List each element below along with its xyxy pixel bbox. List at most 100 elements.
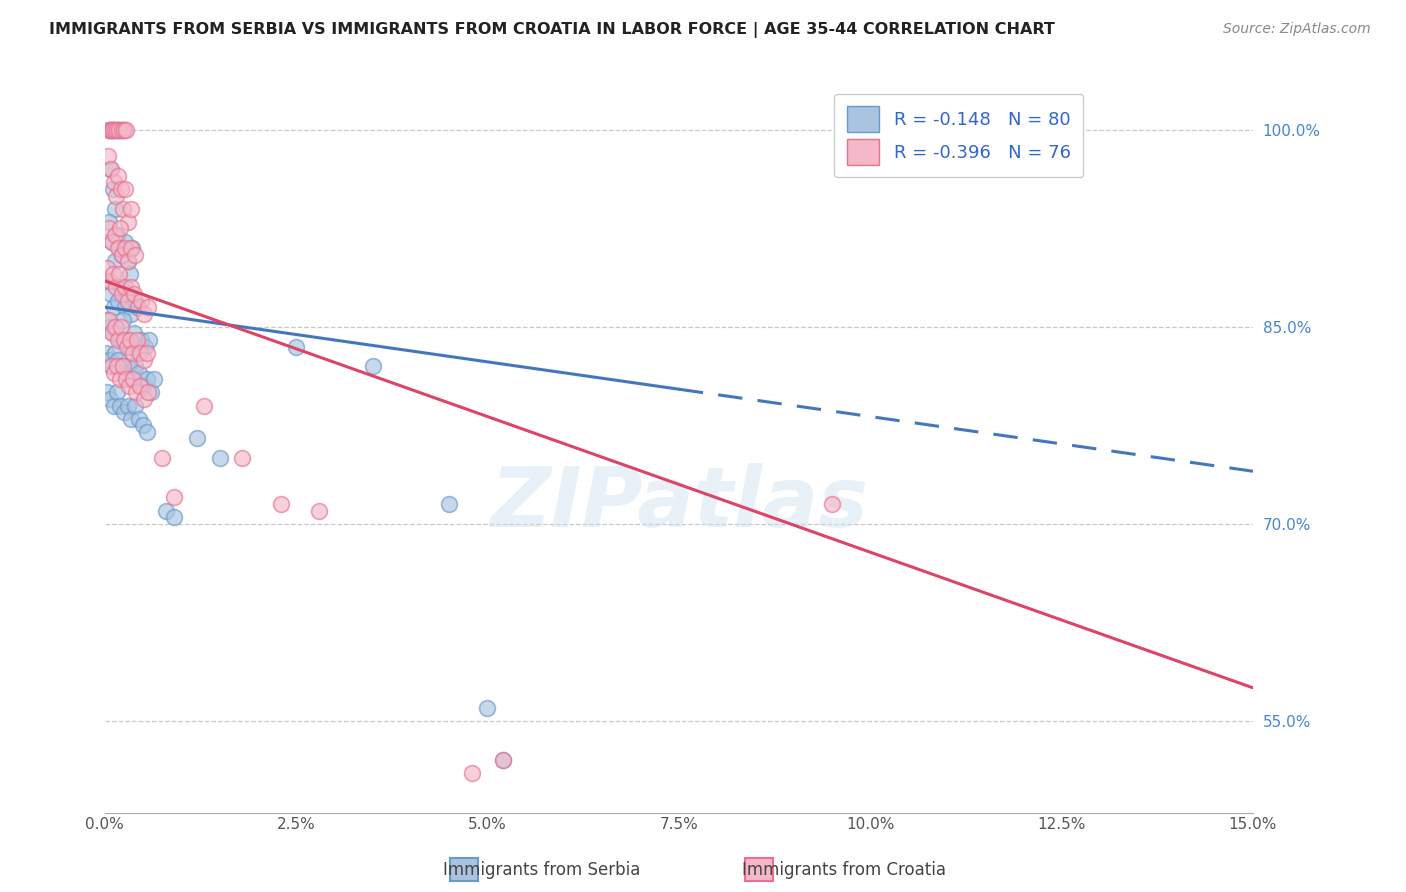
Point (118, 379, 141, 393)
Point (122, 372, 145, 386)
Point (121, 241, 143, 255)
Point (98, 392, 121, 406)
Point (121, 372, 143, 386)
Point (122, 326, 145, 341)
Point (105, 359, 128, 374)
Point (105, 123, 128, 137)
Point (112, 313, 135, 327)
Point (492, 753, 515, 767)
Point (128, 411, 150, 425)
Point (96, 346, 118, 360)
Point (115, 287, 138, 301)
Point (112, 359, 135, 374)
Point (477, 700, 499, 714)
Point (105, 123, 128, 137)
Point (108, 241, 131, 255)
Point (308, 503, 330, 517)
Point (132, 418, 155, 433)
Point (361, 359, 384, 374)
Text: ZIPatlas: ZIPatlas (489, 463, 868, 544)
Point (108, 399, 131, 413)
Point (112, 333, 135, 347)
Point (103, 123, 125, 137)
Point (98, 123, 121, 137)
Point (110, 123, 132, 137)
Point (104, 227, 127, 242)
Point (132, 379, 155, 393)
Point (108, 123, 131, 137)
Point (114, 235, 136, 249)
Point (162, 491, 184, 505)
Point (136, 300, 159, 314)
Point (100, 359, 122, 374)
Point (104, 202, 127, 216)
Point (162, 510, 184, 524)
Point (103, 176, 125, 190)
Point (98, 274, 121, 288)
Text: Immigrants from Serbia: Immigrants from Serbia (443, 861, 640, 879)
Point (100, 287, 122, 301)
Point (104, 254, 127, 268)
Point (114, 280, 136, 294)
Point (143, 372, 166, 386)
Legend: R = -0.148   N = 80, R = -0.396   N = 76: R = -0.148 N = 80, R = -0.396 N = 76 (834, 94, 1083, 178)
Point (108, 333, 131, 347)
Point (104, 346, 127, 360)
Point (112, 123, 135, 137)
Point (103, 366, 125, 380)
Point (104, 319, 127, 334)
Point (107, 293, 129, 308)
Point (121, 241, 143, 255)
Point (100, 123, 122, 137)
Point (128, 346, 150, 360)
Point (155, 503, 177, 517)
Point (105, 319, 128, 334)
Point (117, 399, 139, 413)
Point (132, 352, 155, 367)
Point (492, 753, 515, 767)
Point (117, 359, 139, 374)
Point (131, 333, 153, 347)
Point (128, 366, 150, 380)
Point (115, 372, 138, 386)
Point (128, 379, 150, 393)
Point (98, 215, 121, 229)
Point (821, 497, 844, 511)
Point (110, 319, 132, 334)
Point (107, 352, 129, 367)
Point (193, 399, 215, 413)
Point (97, 123, 120, 137)
Point (134, 307, 156, 321)
Point (118, 333, 141, 347)
Point (150, 451, 173, 466)
Point (114, 182, 136, 196)
Point (138, 333, 160, 347)
Point (110, 182, 132, 196)
Point (100, 123, 122, 137)
Point (285, 339, 308, 353)
Point (270, 497, 292, 511)
Point (101, 326, 124, 341)
Point (110, 359, 132, 374)
Point (107, 333, 129, 347)
Point (124, 399, 146, 413)
Point (117, 254, 139, 268)
Point (125, 333, 148, 347)
Point (461, 766, 484, 780)
Point (107, 241, 129, 255)
Point (115, 339, 138, 353)
Point (105, 188, 128, 202)
Point (120, 202, 142, 216)
Point (117, 293, 139, 308)
Point (186, 432, 208, 446)
Point (125, 385, 148, 400)
Point (112, 405, 135, 419)
Point (97, 149, 120, 163)
Point (105, 280, 128, 294)
Point (135, 372, 157, 386)
Point (100, 235, 122, 249)
Point (135, 346, 157, 360)
Point (115, 123, 138, 137)
Point (129, 293, 152, 308)
Point (110, 280, 132, 294)
